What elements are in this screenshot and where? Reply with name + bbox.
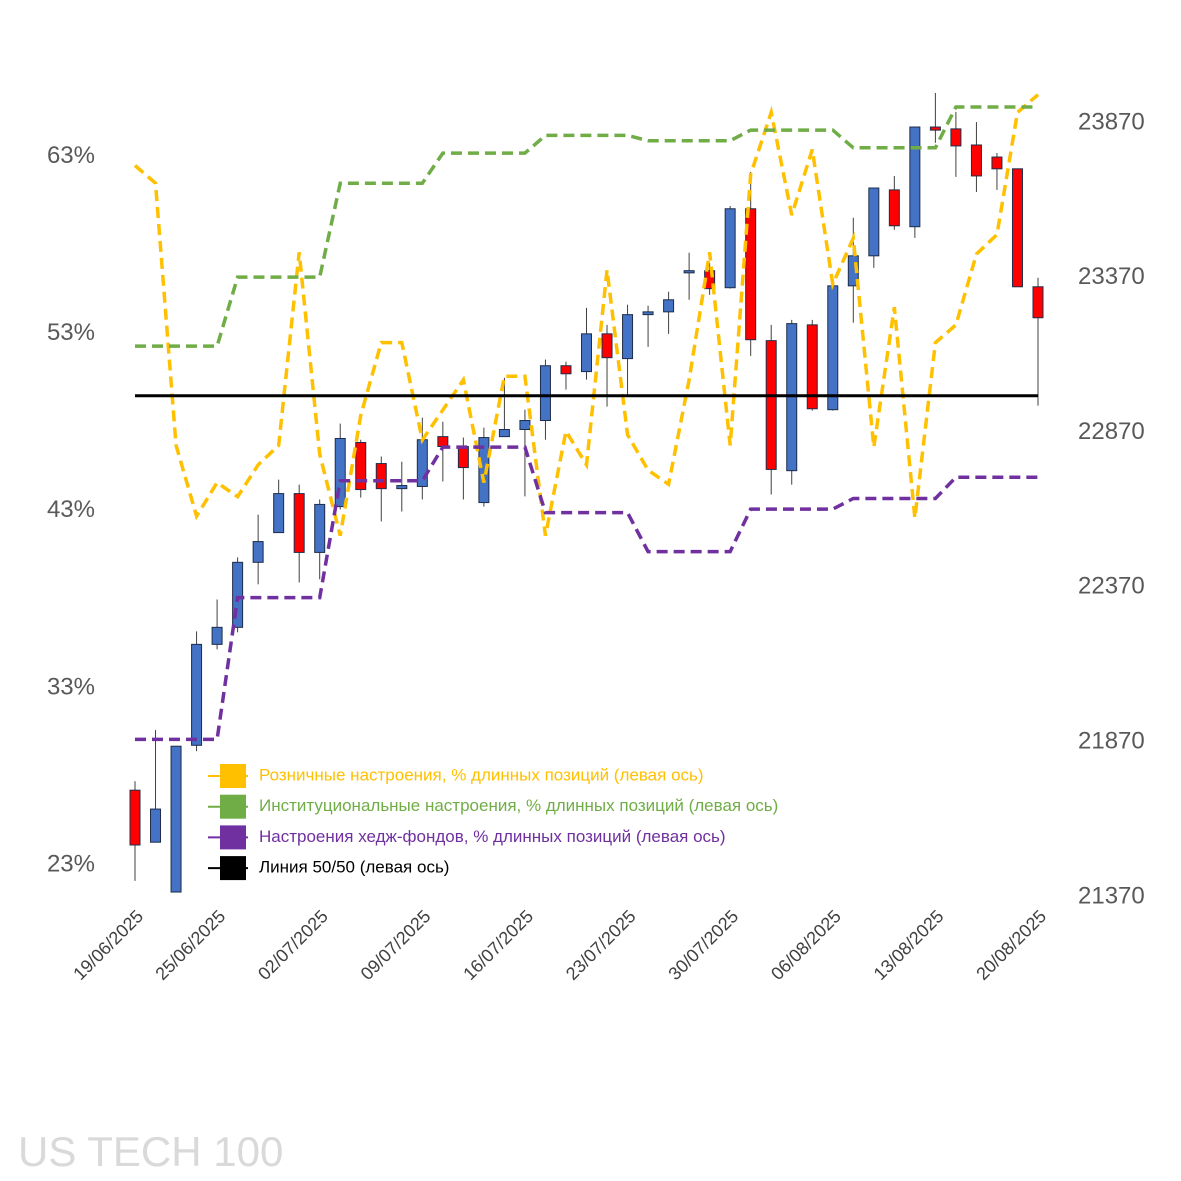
candle-body — [457, 446, 469, 469]
candle-body — [909, 126, 921, 228]
x-tick-label: 16/07/2025 — [459, 906, 537, 984]
candle-body — [375, 463, 387, 490]
candle-body — [663, 299, 675, 313]
y2-tick-label: 22870 — [1078, 418, 1145, 445]
candle-body — [806, 324, 818, 410]
candle-body — [929, 126, 941, 131]
y-tick-label: 63% — [47, 142, 95, 169]
legend-swatch — [220, 764, 246, 788]
legend-swatch — [220, 794, 246, 819]
candle-body — [724, 208, 736, 289]
candle-body — [396, 485, 408, 490]
candle-body — [1032, 286, 1044, 319]
candle-body — [232, 561, 244, 628]
y2-tick-label: 22370 — [1078, 573, 1145, 600]
legend-swatch — [220, 856, 246, 881]
candle-body — [970, 144, 982, 177]
candle-body — [478, 437, 490, 504]
candle-body — [1011, 168, 1023, 288]
candle-body — [539, 365, 551, 422]
y-tick-label: 33% — [47, 673, 95, 700]
candle-body — [314, 503, 326, 553]
candle-body — [519, 420, 531, 431]
sentiment-line — [135, 105, 1038, 348]
candle-body — [416, 439, 428, 487]
candle-body — [170, 745, 182, 893]
candle-body — [191, 643, 203, 746]
x-tick-label: 23/07/2025 — [562, 906, 640, 984]
candle-body — [273, 493, 285, 534]
legend-label: Институциональные настроения, % длинных … — [259, 796, 778, 815]
candle-body — [150, 808, 162, 843]
y2-tick-label: 23370 — [1078, 263, 1145, 290]
candle-body — [745, 208, 757, 341]
x-tick-label: 30/07/2025 — [664, 906, 742, 984]
candle-body — [581, 333, 592, 373]
candle-body — [622, 314, 634, 360]
legend-label: Линия 50/50 (левая ось) — [259, 858, 449, 877]
candle-body — [950, 128, 962, 147]
chart-title: US TECH 100 — [18, 1128, 283, 1175]
sentiment-line — [133, 93, 1040, 537]
y-tick-label: 43% — [47, 496, 95, 523]
legend-label: Настроения хедж-фондов, % длинных позици… — [259, 827, 726, 846]
x-tick-label: 20/08/2025 — [972, 906, 1050, 984]
candle-body — [211, 626, 223, 645]
candle-body — [293, 493, 305, 553]
candle-body — [334, 437, 346, 508]
candle-body — [765, 340, 777, 470]
candle-body — [642, 311, 654, 316]
y2-tick-label: 23870 — [1078, 108, 1145, 135]
candle-body — [888, 189, 900, 227]
y2-tick-label: 21870 — [1078, 728, 1145, 755]
candle-body — [437, 436, 449, 448]
candle-body — [991, 156, 1003, 170]
y2-tick-label: 21370 — [1078, 882, 1145, 909]
legend-swatch — [220, 825, 246, 850]
candle-body — [827, 285, 839, 411]
candle-body — [129, 789, 141, 846]
x-tick-label: 06/08/2025 — [767, 906, 845, 984]
x-tick-label: 02/07/2025 — [254, 906, 332, 984]
legend-label: Розничные настроения, % длинных позиций … — [259, 765, 704, 784]
candle-body — [868, 187, 880, 257]
candle-body — [601, 333, 613, 359]
candle-body — [683, 270, 695, 274]
x-tick-label: 13/08/2025 — [870, 906, 948, 984]
x-tick-label: 09/07/2025 — [357, 906, 435, 984]
candle-body — [252, 541, 264, 563]
candle-body — [560, 365, 572, 375]
sentiment-line — [135, 445, 1038, 742]
candle-body — [355, 442, 367, 491]
y-tick-label: 53% — [47, 319, 95, 346]
x-tick-label: 19/06/2025 — [69, 906, 147, 984]
y-tick-label: 23% — [47, 850, 95, 877]
x-tick-label: 25/06/2025 — [151, 906, 229, 984]
candle-body — [498, 429, 510, 438]
